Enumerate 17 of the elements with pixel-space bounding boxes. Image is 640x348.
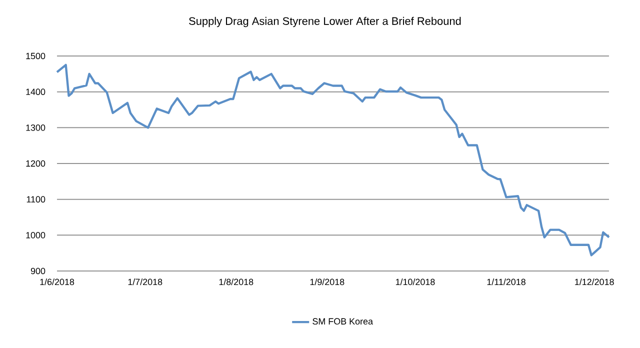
y-tick-label: 900 — [30, 268, 46, 274]
x-tick-label: 1/10/2018 — [396, 278, 435, 286]
y-tick-label: 1300 — [26, 124, 46, 131]
x-tick-label: 1/12/2018 — [575, 278, 614, 286]
chart-title: Supply Drag Asian Styrene Lower After a Brief Rebound — [189, 16, 461, 28]
x-tick-label: 1/9/2018 — [310, 278, 344, 286]
x-tick-label: 1/6/2018 — [40, 278, 74, 286]
x-tick-label: 1/7/2018 — [128, 278, 162, 286]
line-series — [56, 64, 610, 256]
y-tick-label: 1100 — [26, 196, 46, 203]
y-tick-label: 1200 — [26, 160, 46, 167]
y-tick-label: 1400 — [26, 88, 46, 96]
x-tick-label: 1/11/2018 — [487, 278, 526, 286]
legend-label: SM FOB Korea — [312, 318, 373, 325]
x-tick-label: 1/8/2018 — [219, 278, 254, 286]
y-tick-label: 1500 — [26, 52, 46, 60]
y-tick-label: 1000 — [26, 232, 46, 238]
